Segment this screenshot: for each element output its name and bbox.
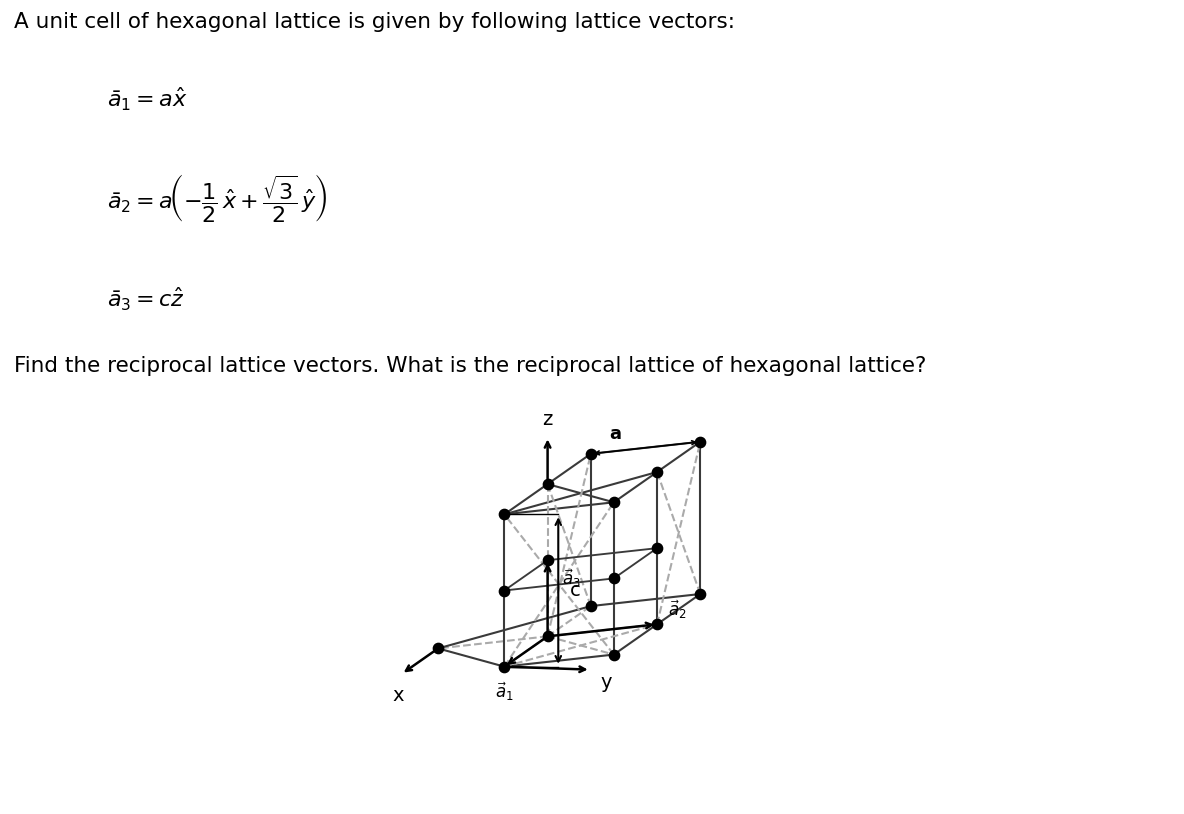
Text: a: a bbox=[610, 425, 622, 443]
Text: Find the reciprocal lattice vectors. What is the reciprocal lattice of hexagonal: Find the reciprocal lattice vectors. Wha… bbox=[14, 356, 927, 375]
Point bbox=[604, 572, 623, 585]
Point bbox=[648, 541, 667, 554]
Point bbox=[604, 648, 623, 661]
Text: $\bar{a}_2 = a\!\left(-\dfrac{1}{2}\,\hat{x}+\dfrac{\sqrt{3}}{2}\,\hat{y}\right): $\bar{a}_2 = a\!\left(-\dfrac{1}{2}\,\ha… bbox=[107, 172, 327, 224]
Text: $\vec{a}_1$: $\vec{a}_1$ bbox=[495, 681, 514, 703]
Point bbox=[495, 508, 514, 521]
Point bbox=[604, 496, 623, 509]
Point bbox=[538, 554, 556, 567]
Text: x: x bbox=[392, 685, 404, 705]
Point bbox=[429, 642, 448, 655]
Text: $\bar{a}_1 = a\hat{x}$: $\bar{a}_1 = a\hat{x}$ bbox=[107, 86, 187, 113]
Point bbox=[495, 584, 514, 597]
Text: $\vec{a}_2$: $\vec{a}_2$ bbox=[669, 598, 687, 621]
Point bbox=[648, 618, 667, 631]
Text: c: c bbox=[570, 581, 580, 600]
Text: $\vec{a}_3$: $\vec{a}_3$ bbox=[561, 567, 580, 589]
Point bbox=[690, 435, 709, 449]
Point bbox=[648, 466, 667, 479]
Text: $\bar{a}_3 = c\hat{z}$: $\bar{a}_3 = c\hat{z}$ bbox=[107, 285, 185, 313]
Text: z: z bbox=[542, 410, 553, 429]
Text: A unit cell of hexagonal lattice is given by following lattice vectors:: A unit cell of hexagonal lattice is give… bbox=[14, 11, 735, 32]
Point bbox=[690, 588, 709, 601]
Text: y: y bbox=[600, 673, 612, 692]
Point bbox=[538, 478, 556, 491]
Point bbox=[581, 448, 600, 461]
Point bbox=[538, 630, 556, 643]
Point bbox=[495, 660, 514, 673]
Point bbox=[581, 600, 600, 613]
